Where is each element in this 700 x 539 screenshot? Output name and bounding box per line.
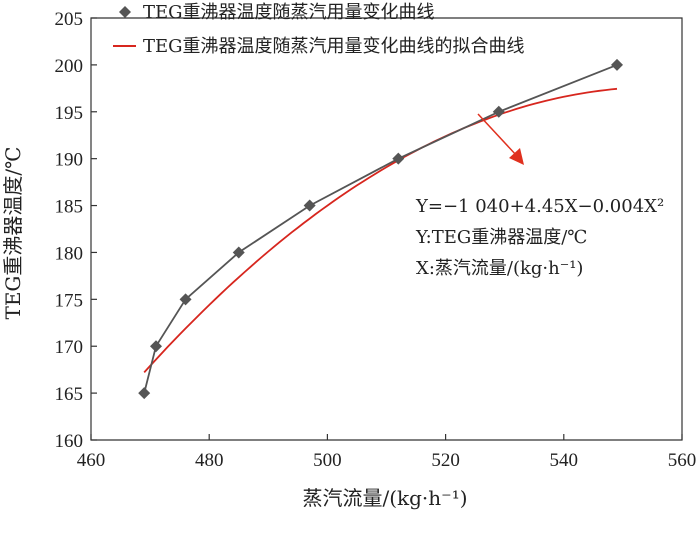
x-tick-label: 460 [77,450,106,471]
y-tick-label: 205 [55,9,84,30]
data-point-marker [179,293,192,306]
data-point-marker [492,105,505,118]
x-tick-label: 480 [195,450,224,471]
legend: TEG重沸器温度随蒸汽用量变化曲线 TEG重沸器温度随蒸汽用量变化曲线的拟合曲线 [113,2,525,57]
y-tick-label: 195 [55,103,84,124]
x-tick-label: 500 [313,450,342,471]
data-point-marker [150,340,163,353]
plot-frame [90,17,683,441]
axes [90,17,683,441]
data-markers [138,58,623,400]
data-point-marker [392,152,405,165]
data-point-marker [303,199,316,212]
data-point-marker [610,58,623,71]
y-tick-label: 180 [55,243,84,264]
y-axis-ticks: 160 165 170 175 180 185 190 195 200 205 [55,9,97,452]
x-tick-label: 540 [550,450,579,471]
y-tick-label: 185 [55,197,84,218]
data-series-line [143,64,618,394]
data-point-marker [138,387,151,400]
annotation-x-def: X:蒸汽流量/(kg·h⁻¹) [416,258,583,279]
annotation-arrow-head [509,148,524,165]
y-tick-label: 160 [55,431,84,452]
annotation-arrow-shaft [477,113,518,157]
legend-label-fit: TEG重沸器温度随蒸汽用量变化曲线的拟合曲线 [143,36,525,57]
x-axis-title: 蒸汽流量/(kg·h⁻¹) [302,486,467,510]
y-tick-label: 165 [55,384,84,405]
annotation: Y=−1 040+4.45X−0.004X² Y:TEG重沸器温度/℃ X:蒸汽… [415,113,664,279]
data-point-marker [232,246,245,259]
annotation-y-def: Y:TEG重沸器温度/℃ [415,227,587,248]
y-tick-label: 190 [55,150,84,171]
fit-curve [143,87,618,374]
y-axis-title: TEG重沸器温度/℃ [1,146,25,319]
legend-label-data: TEG重沸器温度随蒸汽用量变化曲线 [143,2,435,23]
y-tick-label: 175 [55,290,84,311]
y-tick-label: 200 [55,56,84,77]
y-tick-label: 170 [55,337,84,358]
x-tick-label: 520 [431,450,460,471]
annotation-equation: Y=−1 040+4.45X−0.004X² [415,196,664,217]
legend-marker-diamond [119,6,131,18]
x-axis-ticks: 460 480 500 520 540 560 [77,434,697,471]
x-tick-label: 560 [668,450,697,471]
